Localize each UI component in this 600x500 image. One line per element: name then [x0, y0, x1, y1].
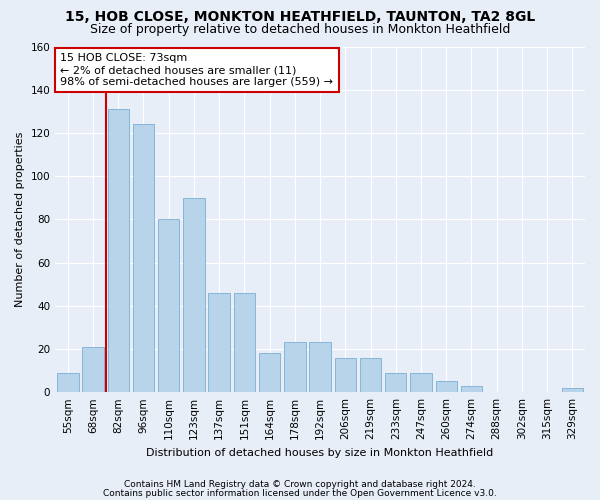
Text: 15, HOB CLOSE, MONKTON HEATHFIELD, TAUNTON, TA2 8GL: 15, HOB CLOSE, MONKTON HEATHFIELD, TAUNT… [65, 10, 535, 24]
Text: Size of property relative to detached houses in Monkton Heathfield: Size of property relative to detached ho… [90, 22, 510, 36]
Bar [410, 372, 432, 392]
Text: Contains HM Land Registry data © Crown copyright and database right 2024.: Contains HM Land Registry data © Crown c… [124, 480, 476, 489]
Text: 15 HOB CLOSE: 73sqm
← 2% of detached houses are smaller (11)
98% of semi-detache: 15 HOB CLOSE: 73sqm ← 2% of detached hou… [61, 54, 334, 86]
Bar [259, 354, 280, 392]
Bar [385, 372, 406, 392]
Bar [360, 358, 381, 392]
Bar [133, 124, 154, 392]
Bar [436, 382, 457, 392]
Bar [310, 342, 331, 392]
Bar [335, 358, 356, 392]
Bar [461, 386, 482, 392]
X-axis label: Distribution of detached houses by size in Monkton Heathfield: Distribution of detached houses by size … [146, 448, 494, 458]
Bar [82, 347, 104, 392]
Bar [107, 109, 129, 392]
Bar [562, 388, 583, 392]
Bar [284, 342, 305, 392]
Bar [183, 198, 205, 392]
Bar [158, 220, 179, 392]
Bar [233, 293, 255, 392]
Text: Contains public sector information licensed under the Open Government Licence v3: Contains public sector information licen… [103, 488, 497, 498]
Bar [208, 293, 230, 392]
Y-axis label: Number of detached properties: Number of detached properties [15, 132, 25, 307]
Bar [57, 372, 79, 392]
